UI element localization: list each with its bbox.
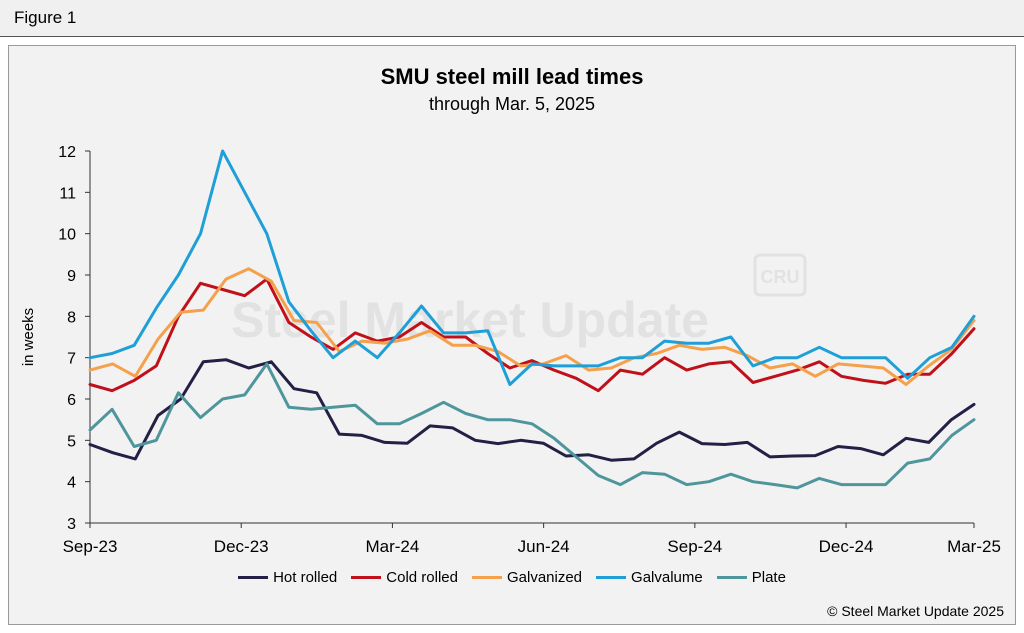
- x-tick-label: Dec-23: [214, 537, 269, 556]
- legend-item: Galvanized: [471, 569, 583, 586]
- y-tick-label: 5: [67, 433, 76, 450]
- chart-panel: [8, 45, 1016, 625]
- y-tick-label: 9: [67, 268, 76, 285]
- legend-label: Plate: [751, 569, 786, 586]
- legend-item: Cold rolled: [351, 569, 458, 586]
- series-line-plate: [88, 362, 976, 490]
- series-line-hot-rolled: [88, 358, 976, 462]
- watermark-badge: [753, 253, 807, 297]
- copyright-notice: © Steel Market Update 2025: [827, 603, 1004, 619]
- legend-swatch: [351, 576, 382, 579]
- series-line-cold-rolled: [88, 277, 976, 393]
- watermark-badge-text: CRU: [761, 267, 800, 287]
- legend-item: Hot rolled: [238, 569, 337, 586]
- x-tick-label: Sep-24: [667, 537, 722, 556]
- y-tick-label: 8: [67, 309, 76, 326]
- x-tick-label: Dec-24: [819, 537, 874, 556]
- legend-label: Hot rolled: [273, 569, 338, 586]
- legend-label: Galvalume: [631, 569, 703, 586]
- y-tick-label: 6: [67, 392, 76, 409]
- x-tick-label: Mar-24: [365, 537, 419, 556]
- y-tick-label: 10: [58, 227, 76, 244]
- chart-title: SMU steel mill lead times: [380, 64, 644, 89]
- x-tick-label: Sep-23: [63, 537, 118, 556]
- legend-swatch: [716, 576, 747, 579]
- legend-swatch: [238, 576, 269, 579]
- series-line-galvalume: [88, 149, 976, 386]
- legend-item: Galvalume: [596, 569, 703, 586]
- y-tick-label: 3: [67, 516, 76, 533]
- y-tick-label: 4: [67, 475, 76, 492]
- y-tick-label: 12: [58, 144, 76, 161]
- legend-swatch: [471, 576, 502, 579]
- y-tick-label: 11: [59, 185, 76, 202]
- figure-label: Figure 1: [14, 8, 77, 27]
- legend-swatch: [596, 576, 627, 579]
- x-tick-label: Jun-24: [518, 537, 570, 556]
- figure-header: Figure 1: [0, 0, 1024, 37]
- legend-label: Galvanized: [506, 569, 583, 586]
- chart-legend: Hot rolled Cold rolled Galvanized Galvalume…: [0, 569, 1024, 586]
- legend-label: Cold rolled: [386, 569, 458, 586]
- y-tick-label: 7: [67, 351, 76, 368]
- y-axis-label: in weeks: [20, 308, 37, 366]
- legend-item: Plate: [716, 569, 786, 586]
- chart-subtitle: through Mar. 5, 2025: [428, 94, 596, 114]
- x-tick-label: Mar-25: [947, 537, 1001, 556]
